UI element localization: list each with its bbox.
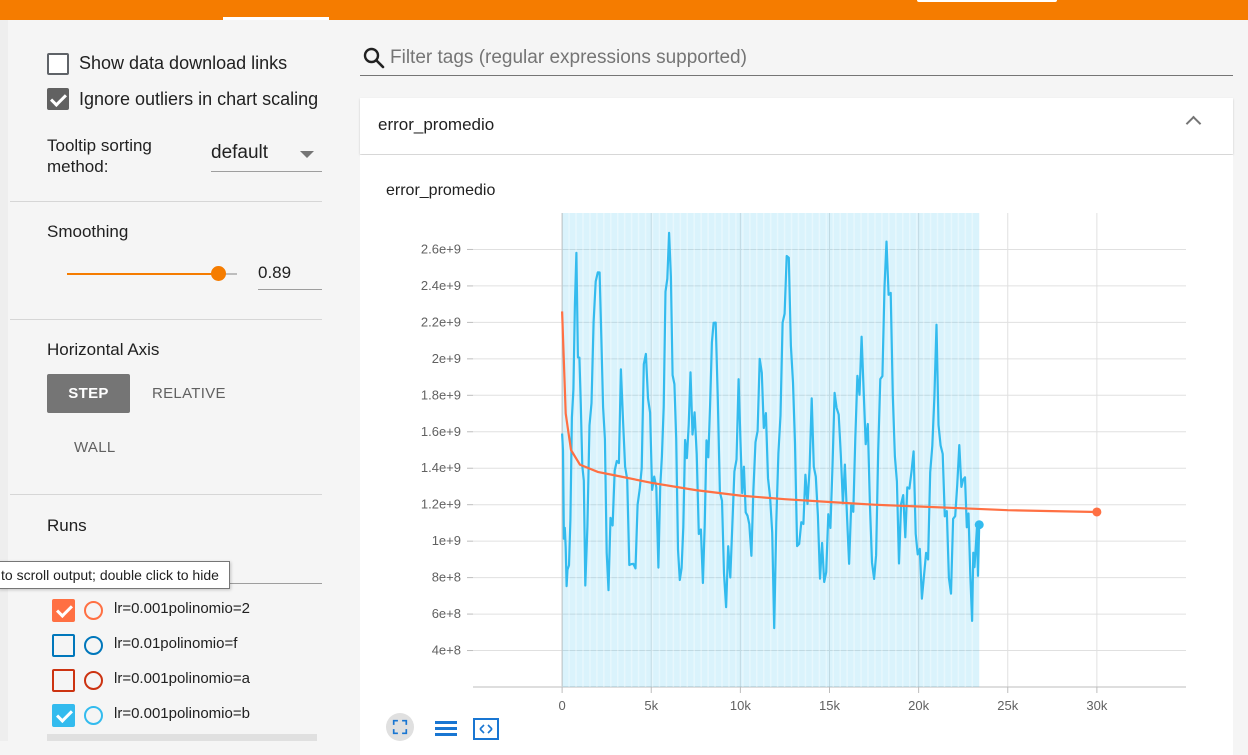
- card-title: error_promedio: [378, 115, 495, 134]
- tooltip-sorting-label-2: method:: [47, 157, 109, 176]
- run-checkbox[interactable]: [52, 669, 75, 692]
- fullscreen-icon[interactable]: [386, 713, 414, 741]
- run-color-swatch[interactable]: [84, 671, 103, 690]
- y-tick-label: 2e+9: [432, 351, 461, 366]
- axis-wall-button[interactable]: WALL: [74, 439, 116, 456]
- series-line-cyan: [561, 231, 981, 630]
- run-color-swatch[interactable]: [84, 706, 103, 725]
- show-download-links-checkbox[interactable]: [47, 53, 69, 75]
- divider: [10, 319, 322, 320]
- y-tick-label: 6e+8: [432, 606, 461, 621]
- ignore-outliers-checkbox[interactable]: [47, 88, 69, 110]
- y-tick-label: 1e+9: [432, 533, 461, 548]
- run-checkbox[interactable]: [52, 704, 75, 727]
- run-color-swatch[interactable]: [84, 601, 103, 620]
- search-icon: [363, 47, 385, 69]
- main-panel: Filter tags (regular expressions support…: [340, 20, 1248, 755]
- sidebar: Show data download links Ignore outliers…: [0, 20, 340, 741]
- run-name: lr=0.001polinomio=b: [114, 705, 250, 722]
- tooltip-sorting-label: Tooltip sorting: [47, 136, 152, 155]
- y-tick-label: 1.8e+9: [421, 387, 461, 402]
- y-tick-label: 2.6e+9: [421, 241, 461, 256]
- ignore-outliers-label: Ignore outliers in chart scaling: [79, 89, 319, 109]
- run-name: lr=0.01polinomio=f: [114, 635, 238, 652]
- run-checkbox[interactable]: [52, 634, 75, 657]
- smoothing-slider-fill: [67, 273, 219, 275]
- x-tick-label: 5k: [644, 698, 658, 713]
- active-tab-indicator: [223, 17, 329, 20]
- smoothing-slider-thumb[interactable]: [210, 266, 226, 281]
- axis-step-button[interactable]: STEP: [47, 374, 130, 413]
- card-header[interactable]: error_promedio: [360, 98, 1233, 154]
- x-tick-label: 15k: [819, 698, 840, 713]
- divider: [10, 201, 322, 202]
- collapse-chevron-icon[interactable]: [1185, 115, 1202, 132]
- runs-title: Runs: [47, 516, 87, 535]
- y-tick-label: 4e+8: [432, 643, 461, 658]
- y-tick-label: 2.4e+9: [421, 278, 461, 293]
- sidebar-edge: [0, 20, 8, 741]
- horizontal-axis-title: Horizontal Axis: [47, 340, 160, 359]
- series-endpoint-cyan: [974, 520, 984, 530]
- y-tick-label: 2.2e+9: [421, 314, 461, 329]
- divider: [10, 494, 322, 495]
- run-color-swatch[interactable]: [84, 636, 103, 655]
- toggle-log-scale-icon[interactable]: [433, 713, 461, 741]
- dropdown-arrow-icon: [300, 151, 314, 158]
- series-line-orange: [561, 311, 1097, 514]
- raw-series-band: [562, 213, 980, 687]
- y-tick-label: 1.6e+9: [421, 424, 461, 439]
- run-name: lr=0.001polinomio=a: [114, 670, 250, 687]
- show-download-links-label: Show data download links: [79, 53, 288, 73]
- run-name: lr=0.001polinomio=2: [114, 600, 250, 617]
- chart-plot[interactable]: 4e+8 6e+8 8e+8 1e+9 1.2e+9 1.4e+9 1.6e+9 1.8e+9…: [360, 155, 1233, 755]
- fit-domain-icon[interactable]: [472, 713, 500, 741]
- tooltip-sorting-value: default: [211, 142, 269, 163]
- run-checkbox[interactable]: [52, 599, 75, 622]
- y-tick-label: 1.2e+9: [421, 497, 461, 512]
- tooltip-sorting-select[interactable]: default: [211, 140, 322, 172]
- x-tick-label: 25k: [997, 698, 1018, 713]
- x-tick-label: 30k: [1086, 698, 1107, 713]
- runs-tooltip: to scroll output; double click to hide: [0, 561, 230, 589]
- smoothing-title: Smoothing: [47, 222, 129, 241]
- y-tick-label: 8e+8: [432, 570, 461, 585]
- tag-filter[interactable]: Filter tags (regular expressions support…: [360, 42, 1233, 76]
- runs-toggle-all-button[interactable]: [47, 734, 317, 741]
- smoothing-slider[interactable]: [67, 266, 237, 281]
- y-tick-label: 1.4e+9: [421, 460, 461, 475]
- axis-relative-button[interactable]: RELATIVE: [152, 385, 226, 402]
- series-group: [561, 213, 1097, 687]
- x-tick-label: 10k: [730, 698, 751, 713]
- toolbar-button-edge[interactable]: [917, 0, 1057, 2]
- tag-filter-placeholder: Filter tags (regular expressions support…: [390, 47, 747, 68]
- x-tick-label: 0: [559, 698, 566, 713]
- chart-card: error_promedio 4e+8 6e+8 8e+8 1e+9 1.2e+9 1.4…: [360, 155, 1233, 755]
- series-endpoint-orange: [1092, 507, 1102, 517]
- top-app-bar: [0, 0, 1248, 20]
- smoothing-input[interactable]: 0.89: [258, 260, 322, 290]
- chart-title: error_promedio: [386, 182, 496, 199]
- x-tick-label: 20k: [908, 698, 929, 713]
